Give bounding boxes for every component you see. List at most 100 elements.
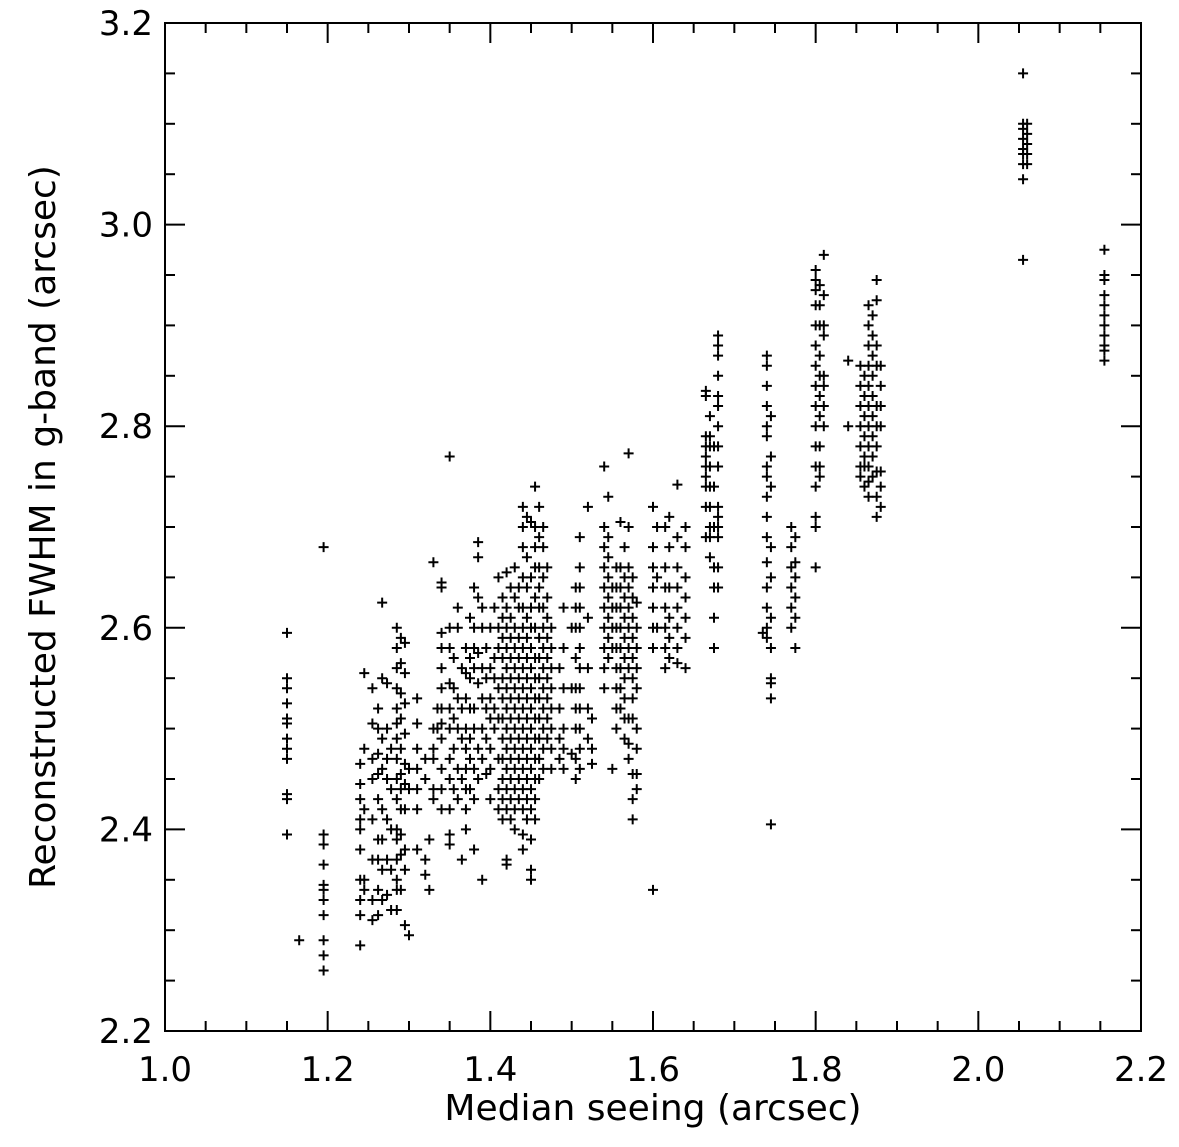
data-point <box>867 310 878 321</box>
data-point <box>631 663 642 674</box>
data-point <box>359 804 370 815</box>
data-point <box>436 582 447 593</box>
data-point <box>359 874 370 885</box>
data-point <box>469 763 480 774</box>
y-tick-label: 2.2 <box>99 1012 153 1052</box>
data-point <box>582 663 593 674</box>
data-point <box>765 542 776 553</box>
data-point <box>428 743 439 754</box>
data-point <box>761 360 772 371</box>
data-point <box>452 794 463 805</box>
x-tick-label: 1.6 <box>626 1050 680 1090</box>
data-point <box>843 421 854 432</box>
data-point <box>761 602 772 613</box>
data-point <box>843 355 854 366</box>
data-point <box>546 683 557 694</box>
data-point <box>867 451 878 462</box>
data-point <box>818 370 829 381</box>
data-point <box>810 340 821 351</box>
data-point <box>420 869 431 880</box>
data-point <box>373 703 384 714</box>
data-point <box>582 703 593 714</box>
data-point <box>489 703 500 714</box>
data-point <box>465 612 475 623</box>
data-point <box>391 642 402 653</box>
axis-ticks <box>164 22 1142 1032</box>
data-point <box>680 663 691 674</box>
data-point <box>377 804 388 815</box>
data-point <box>615 516 626 527</box>
data-point <box>627 814 638 825</box>
data-point <box>648 562 658 573</box>
data-point <box>672 622 683 633</box>
data-point <box>871 511 882 522</box>
data-point <box>473 678 484 689</box>
data-point <box>704 431 715 442</box>
data-point <box>373 884 384 895</box>
data-point <box>367 814 378 825</box>
data-point <box>660 522 671 532</box>
data-point <box>623 753 634 764</box>
data-point <box>1099 290 1110 301</box>
data-point <box>399 698 410 709</box>
data-point <box>444 753 455 764</box>
data-point <box>790 557 801 568</box>
data-point <box>485 763 496 774</box>
data-point <box>574 723 585 734</box>
data-point <box>631 784 642 795</box>
data-point <box>603 592 614 603</box>
data-point <box>355 814 366 825</box>
data-point <box>436 718 447 729</box>
data-point <box>761 532 772 543</box>
data-point <box>395 884 406 895</box>
data-point <box>517 501 528 512</box>
data-point <box>282 794 292 805</box>
data-point <box>460 693 471 704</box>
data-point <box>867 350 878 361</box>
data-point <box>444 774 455 784</box>
data-point <box>664 542 675 553</box>
data-point <box>672 562 683 573</box>
data-point <box>627 794 638 805</box>
data-point <box>603 632 614 643</box>
data-point <box>318 935 329 946</box>
x-tick-label: 2.0 <box>951 1050 1005 1090</box>
data-point <box>377 733 388 744</box>
data-point <box>863 300 874 311</box>
data-point <box>713 461 724 472</box>
data-point <box>481 642 492 653</box>
data-point <box>648 602 658 613</box>
data-point <box>526 763 536 774</box>
data-point <box>1099 310 1110 321</box>
data-point <box>373 854 384 865</box>
data-point <box>382 814 393 825</box>
data-point <box>359 743 370 754</box>
data-point <box>871 275 882 286</box>
data-point <box>664 612 675 623</box>
data-point <box>704 411 715 422</box>
data-point <box>382 723 393 734</box>
data-point <box>814 461 825 472</box>
data-points <box>282 68 1110 976</box>
data-point <box>790 572 801 583</box>
data-point <box>814 350 825 361</box>
data-point <box>412 743 423 754</box>
data-point <box>542 673 553 684</box>
data-point <box>444 839 455 850</box>
data-point <box>469 844 480 855</box>
data-point <box>530 592 541 603</box>
data-point <box>603 552 614 563</box>
data-point <box>526 784 536 795</box>
data-point <box>412 784 423 795</box>
data-point <box>420 854 431 865</box>
data-point <box>501 567 512 578</box>
data-point <box>318 829 329 840</box>
data-point <box>863 320 874 331</box>
data-point <box>526 743 536 754</box>
data-point <box>355 910 366 921</box>
data-point <box>412 693 423 704</box>
data-point <box>757 627 768 638</box>
data-point <box>627 693 638 704</box>
data-point <box>282 698 292 709</box>
data-point <box>558 763 569 774</box>
